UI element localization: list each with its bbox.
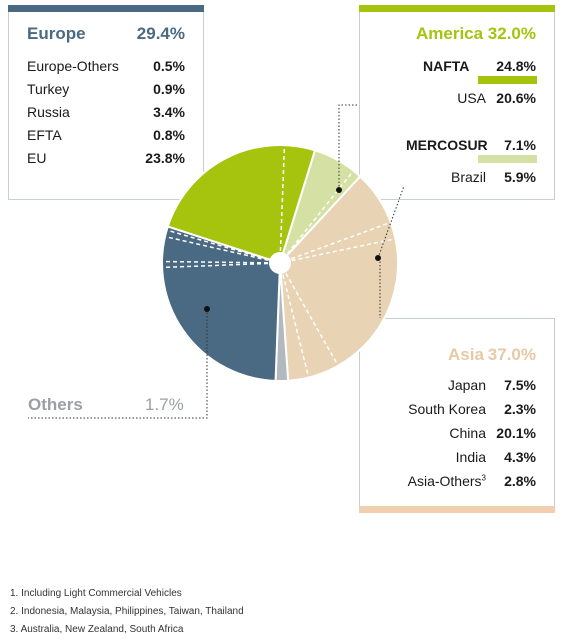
leader-line-others xyxy=(28,309,208,419)
america-row-value: 20.6% xyxy=(496,90,536,106)
europe-row-value: 3.4% xyxy=(153,104,185,120)
pie-sub-divider xyxy=(164,235,269,262)
footnote: 2. Indonesia, Malaysia, Philippines, Tai… xyxy=(10,606,244,617)
pie-slices xyxy=(161,144,399,382)
pie-slice-europe xyxy=(161,225,282,382)
asia-row-label: Japan xyxy=(447,377,486,393)
footnote: 1. Including Light Commercial Vehicles xyxy=(10,588,182,599)
others-total: 1.7% xyxy=(145,395,184,414)
asia-row-value: 7.5% xyxy=(504,377,536,393)
pie-sub-divider xyxy=(286,170,355,255)
america-panel: America 32.0% NAFTA 24.8% USA 20.6% MERC… xyxy=(359,5,555,200)
leader-line-mercosur xyxy=(377,185,405,259)
europe-row-label: Russia xyxy=(27,104,70,120)
leader-dots xyxy=(204,187,381,312)
leader-dot-mercosur xyxy=(375,255,381,261)
pie-sub-divider xyxy=(279,145,286,252)
footnote: 3. Australia, New Zealand, South Africa xyxy=(10,624,184,635)
asia-row-label: China xyxy=(449,425,486,441)
pie-center-hole xyxy=(269,252,291,274)
leader-dot-america xyxy=(336,187,342,193)
asia-color-bar xyxy=(359,506,555,513)
leader-dot-others xyxy=(204,306,210,312)
asia-total: 37.0% xyxy=(487,345,536,364)
europe-row-label: EFTA xyxy=(27,127,62,143)
asia-heading: Asia xyxy=(448,345,484,364)
asia-row-label: Asia-Others3 xyxy=(408,473,486,489)
europe-row-value: 0.5% xyxy=(153,58,185,74)
europe-panel: Europe 29.4% Europe-Others 0.5% Turkey 0… xyxy=(8,5,204,200)
others-heading: Others xyxy=(28,395,83,414)
nafta-label: NAFTA xyxy=(423,58,470,74)
america-row-label: USA xyxy=(457,90,486,106)
nafta-value: 24.8% xyxy=(496,58,536,74)
mercosur-label: MERCOSUR xyxy=(406,137,488,153)
europe-row-value: 23.8% xyxy=(145,150,185,166)
footnote-ref: 3 xyxy=(481,473,486,483)
nafta-color-marker xyxy=(478,76,537,84)
america-row-value: 5.9% xyxy=(504,169,536,185)
europe-row-label: Europe-Others xyxy=(27,58,119,74)
asia-row-label: South Korea xyxy=(408,401,486,417)
asia-row-value: 20.1% xyxy=(496,425,536,441)
pie-sub-divider xyxy=(166,229,269,261)
america-row-label: Brazil xyxy=(450,169,486,185)
asia-row-label: India xyxy=(455,449,486,465)
america-color-bar xyxy=(359,5,555,12)
europe-color-bar xyxy=(8,5,204,12)
pie-sub-divider xyxy=(282,274,310,378)
america-heading: America xyxy=(416,24,484,43)
mercosur-color-marker xyxy=(478,155,537,163)
pie-sub-divider xyxy=(291,237,396,262)
leader-lines xyxy=(28,104,405,419)
america-total: 32.0% xyxy=(487,24,536,43)
europe-row-label: EU xyxy=(27,150,47,166)
leader-line-america xyxy=(338,104,359,190)
pie-sub-divider xyxy=(162,262,269,269)
asia-panel: Asia 37.0% Japan 7.5% South Korea 2.3% C… xyxy=(359,318,555,513)
asia-row-value: 2.3% xyxy=(504,401,536,417)
asia-row-value: 4.3% xyxy=(504,449,536,465)
europe-heading: Europe xyxy=(27,24,86,43)
europe-row-label: Turkey xyxy=(27,81,70,97)
pie-sub-divider xyxy=(291,221,392,260)
asia-row-value: 2.8% xyxy=(504,473,536,489)
mercosur-value: 7.1% xyxy=(504,137,536,153)
pie-slice-asia xyxy=(278,175,399,382)
pie-sub-divider xyxy=(162,260,269,264)
pie-sub-dividers xyxy=(162,145,396,378)
europe-row-value: 0.8% xyxy=(153,127,185,143)
pie-slice-america xyxy=(166,144,317,265)
asia-row-label-text: Asia-Others xyxy=(407,473,482,489)
europe-total: 29.4% xyxy=(136,24,185,43)
pie-sub-divider xyxy=(285,273,339,367)
europe-row-value: 0.9% xyxy=(153,81,185,97)
